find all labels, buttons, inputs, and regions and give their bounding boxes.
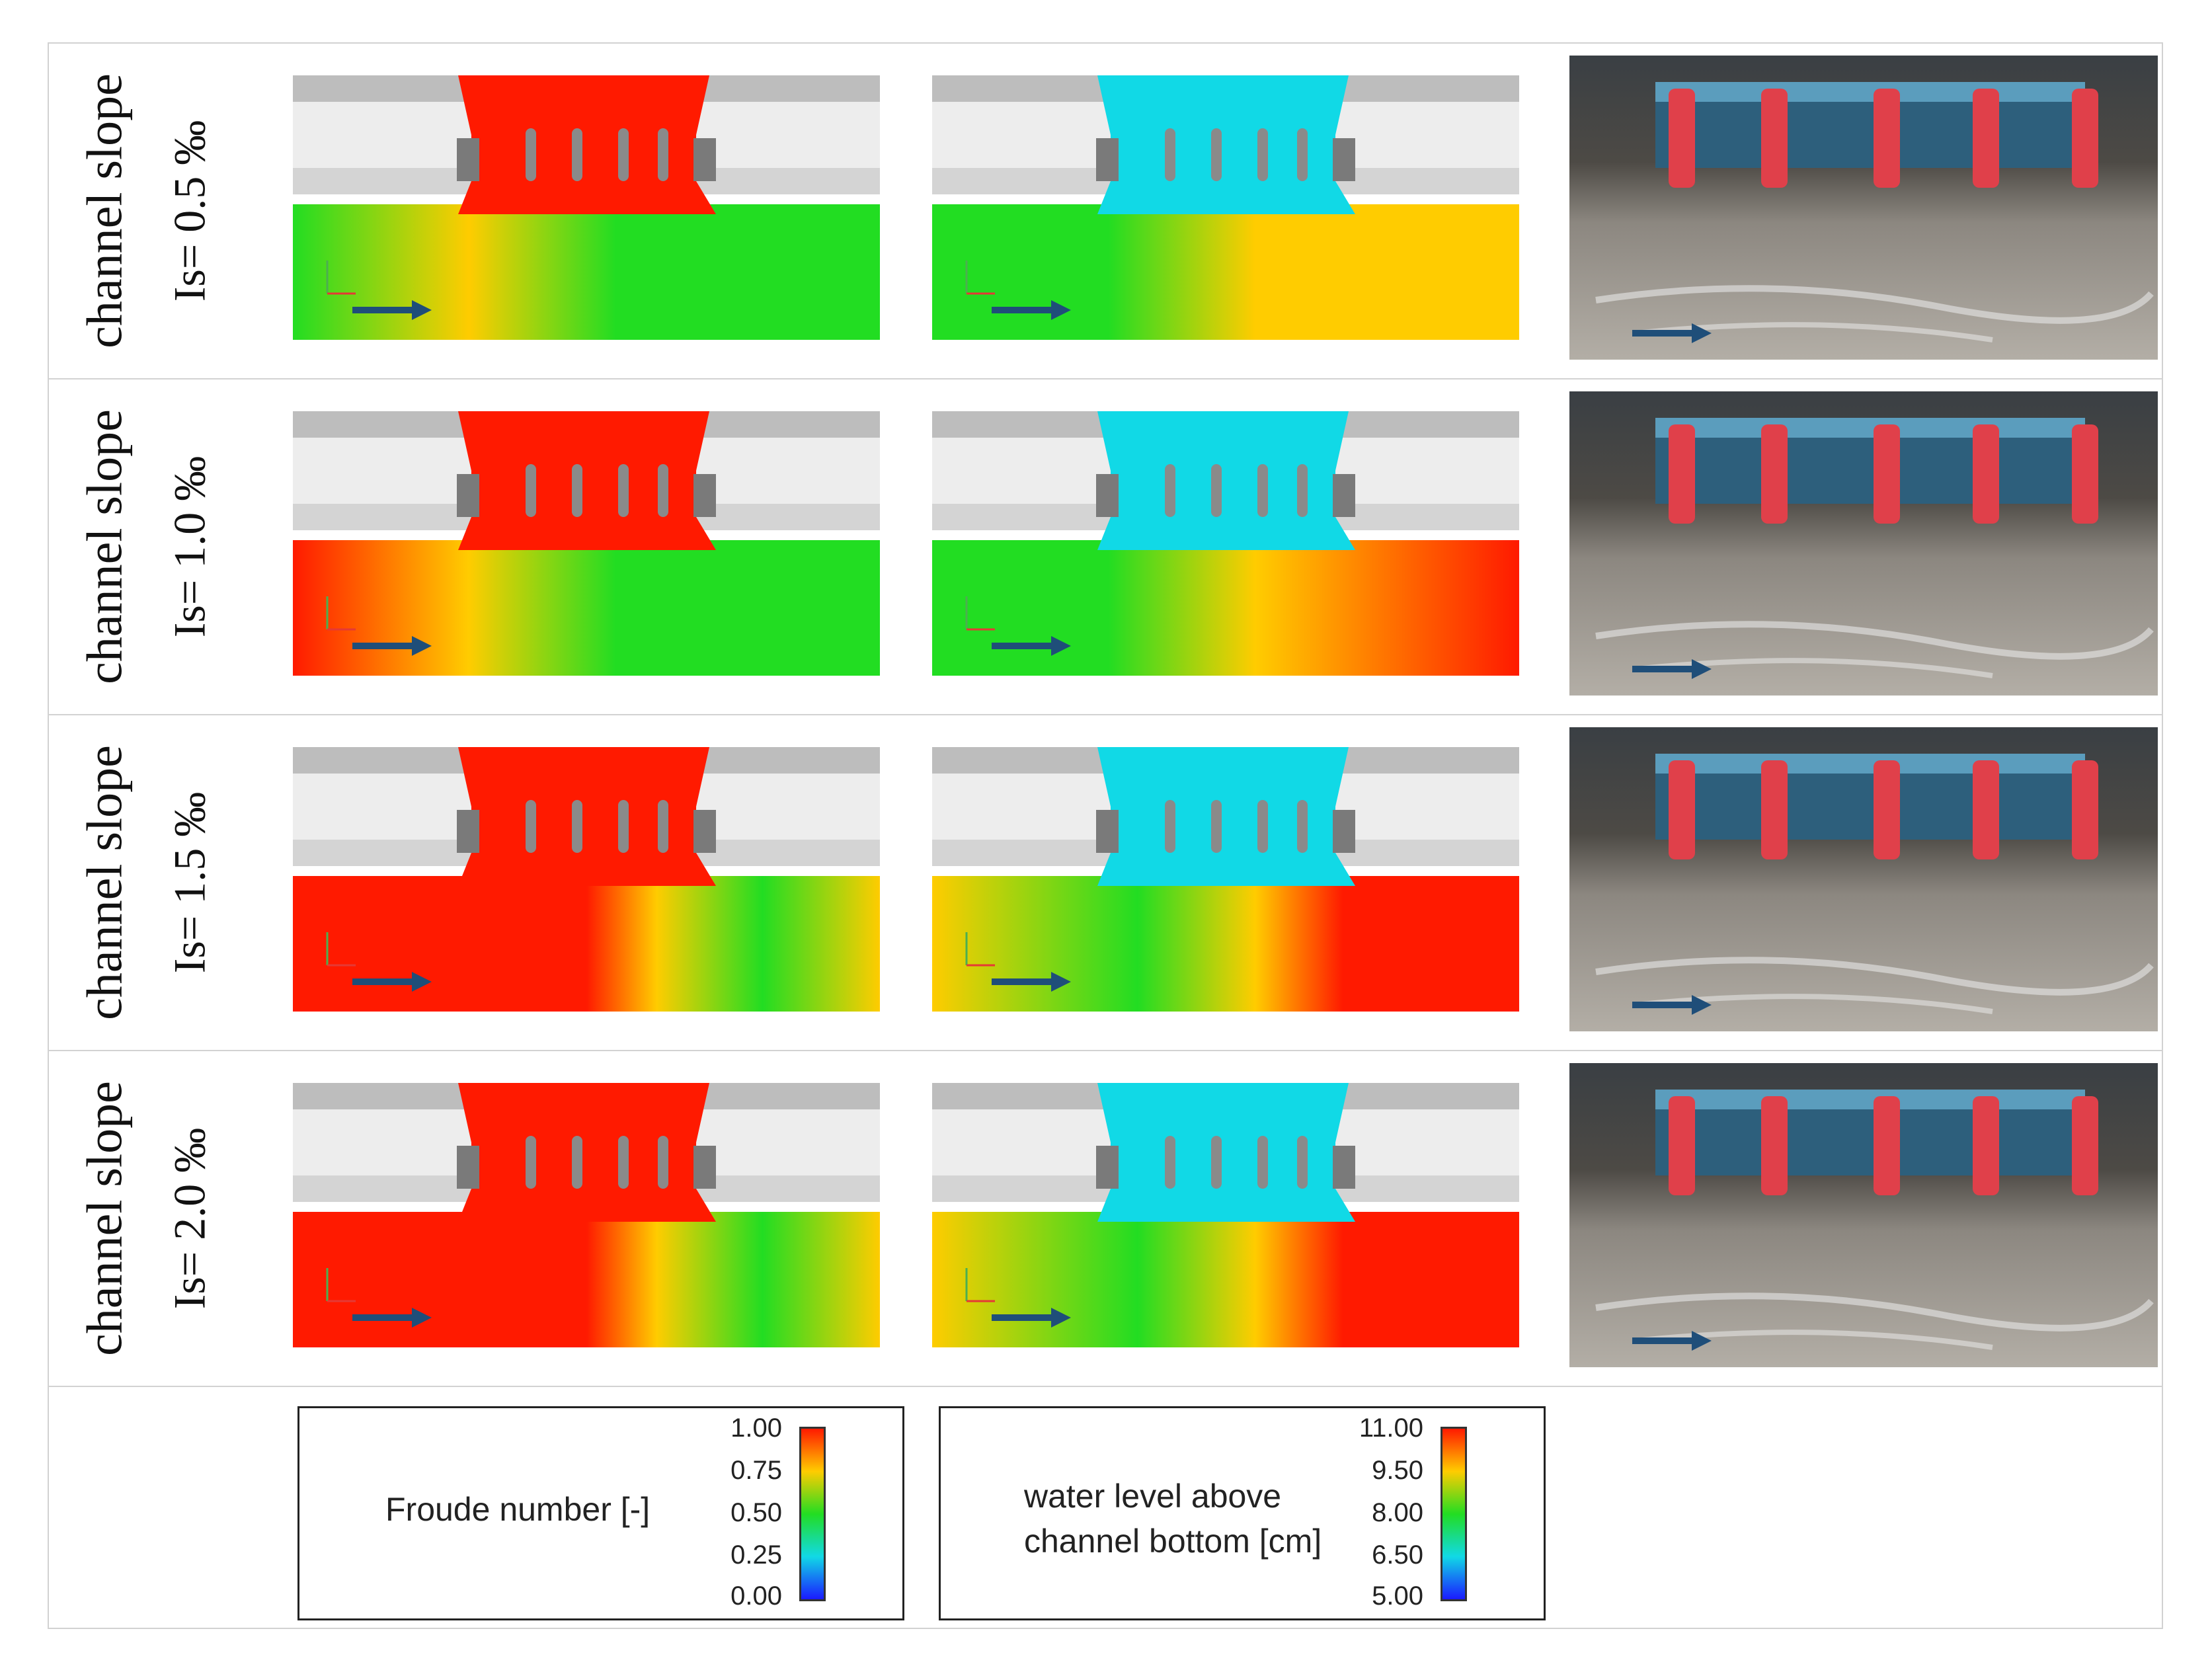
row-label-text: channel slope [77, 1081, 133, 1356]
froude-tick: 0.00 [731, 1581, 782, 1611]
froude-tick: 0.25 [731, 1540, 782, 1570]
lab-photo [1569, 391, 2158, 696]
froude-legend-title: Froude number [-] [385, 1491, 651, 1528]
froude-legend: Froude number [-] 1.00 0.75 0.50 0.25 0.… [297, 1406, 904, 1620]
water-level-plot [932, 411, 1519, 676]
froude-number-plot [293, 75, 880, 340]
froude-colorbar [799, 1427, 826, 1601]
lab-photo [1569, 1063, 2158, 1367]
figure: channel slope Is= 0.5 ‰ channel slope Is= 1… [48, 42, 2163, 1629]
water-level-plot [932, 75, 1519, 340]
figure-row: channel slope Is= 1.0 ‰ [49, 379, 2162, 715]
froude-tick: 0.75 [731, 1456, 782, 1485]
water-colorbar [1441, 1427, 1467, 1601]
row-label-text: channel slope [77, 409, 133, 684]
lab-photo [1569, 56, 2158, 360]
water-tick: 5.00 [1372, 1581, 1423, 1611]
slope-value-label: Is= 0.5 ‰ [164, 120, 215, 302]
water-legend-title-1: water level above [1024, 1478, 1282, 1515]
froude-tick: 0.50 [731, 1498, 782, 1527]
water-tick: 11.00 [1359, 1413, 1423, 1443]
water-tick: 9.50 [1372, 1456, 1423, 1485]
water-tick: 6.50 [1372, 1540, 1423, 1570]
row-label-text: channel slope [77, 73, 133, 348]
row-label: channel slope Is= 2.0 ‰ [49, 1051, 254, 1386]
slope-value-label: Is= 1.5 ‰ [164, 791, 215, 974]
row-label: channel slope Is= 1.0 ‰ [49, 379, 254, 714]
row-label-text: channel slope [77, 745, 133, 1020]
figure-row: channel slope Is= 0.5 ‰ [49, 44, 2162, 379]
water-level-plot [932, 1083, 1519, 1347]
lab-photo [1569, 727, 2158, 1031]
water-level-legend: water level above channel bottom [cm] 11… [939, 1406, 1546, 1620]
froude-number-plot [293, 747, 880, 1012]
froude-tick: 1.00 [731, 1413, 782, 1443]
legend-row: Froude number [-] 1.00 0.75 0.50 0.25 0.… [49, 1390, 2162, 1629]
row-label: channel slope Is= 0.5 ‰ [49, 44, 254, 378]
figure-row: channel slope Is= 1.5 ‰ [49, 715, 2162, 1051]
froude-number-plot [293, 411, 880, 676]
water-tick: 8.00 [1372, 1498, 1423, 1527]
slope-value-label: Is= 1.0 ‰ [164, 456, 215, 638]
slope-value-label: Is= 2.0 ‰ [164, 1127, 215, 1310]
figure-row: channel slope Is= 2.0 ‰ [49, 1051, 2162, 1387]
water-level-plot [932, 747, 1519, 1012]
row-label: channel slope Is= 1.5 ‰ [49, 715, 254, 1050]
froude-number-plot [293, 1083, 880, 1347]
water-legend-title-2: channel bottom [cm] [1024, 1523, 1322, 1560]
